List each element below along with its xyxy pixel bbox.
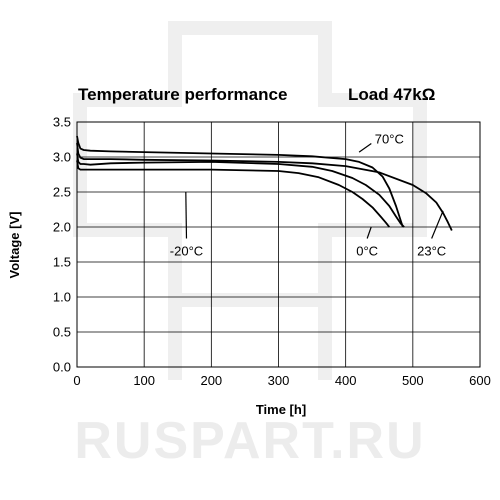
annotation-leader-line <box>185 191 188 239</box>
watermark: RUSPART.RU <box>73 21 427 470</box>
y-tick-label: 2.5 <box>53 185 71 200</box>
annotation-label: 23°C <box>417 244 446 259</box>
watermark-text: RUSPART.RU <box>74 412 425 470</box>
series-lines <box>76 135 453 231</box>
x-tick-label: 600 <box>469 373 491 388</box>
x-tick-label: 400 <box>335 373 357 388</box>
series-line-0c <box>76 153 405 228</box>
x-tick-label: 300 <box>268 373 290 388</box>
x-tick-label: 100 <box>133 373 155 388</box>
y-tick-label: 3.5 <box>53 115 71 130</box>
series-line-23c <box>76 142 453 231</box>
annotation-leader-line <box>431 210 444 239</box>
y-axis-label: Voltage [V] <box>7 212 22 279</box>
y-tick-label: 1.5 <box>53 255 71 270</box>
chart-subtitle: Load 47kΩ <box>348 85 435 104</box>
series-line-20c <box>76 160 391 228</box>
annotations: 70°C -20°C 0°C 23°C <box>170 132 446 259</box>
annotation-leader-line <box>358 143 372 153</box>
annotation-label: 70°C <box>375 132 404 147</box>
y-tick-label: 3.0 <box>53 150 71 165</box>
x-axis-label: Time [h] <box>256 402 306 417</box>
y-tick-label: 0.0 <box>53 360 71 375</box>
y-tick-label: 0.5 <box>53 325 71 340</box>
plot-area-frame <box>76 121 481 368</box>
x-tick-label: 200 <box>200 373 222 388</box>
x-tick-label: 0 <box>73 373 80 388</box>
annotation-leader-line <box>366 226 372 239</box>
series-line-70c <box>76 135 404 228</box>
y-tick-label: 1.0 <box>53 290 71 305</box>
annotation-label: 0°C <box>356 244 378 259</box>
y-tick-label: 2.0 <box>53 220 71 235</box>
y-axis-ticks: 0.0 0.5 1.0 1.5 2.0 2.5 3.0 3.5 <box>53 115 71 375</box>
x-axis-ticks: 0 100 200 300 400 500 600 <box>73 373 490 388</box>
annotation-label: -20°C <box>170 244 203 259</box>
watermark-lower-shape <box>168 275 332 380</box>
x-tick-label: 500 <box>402 373 424 388</box>
chart-title: Temperature performance <box>78 85 287 104</box>
